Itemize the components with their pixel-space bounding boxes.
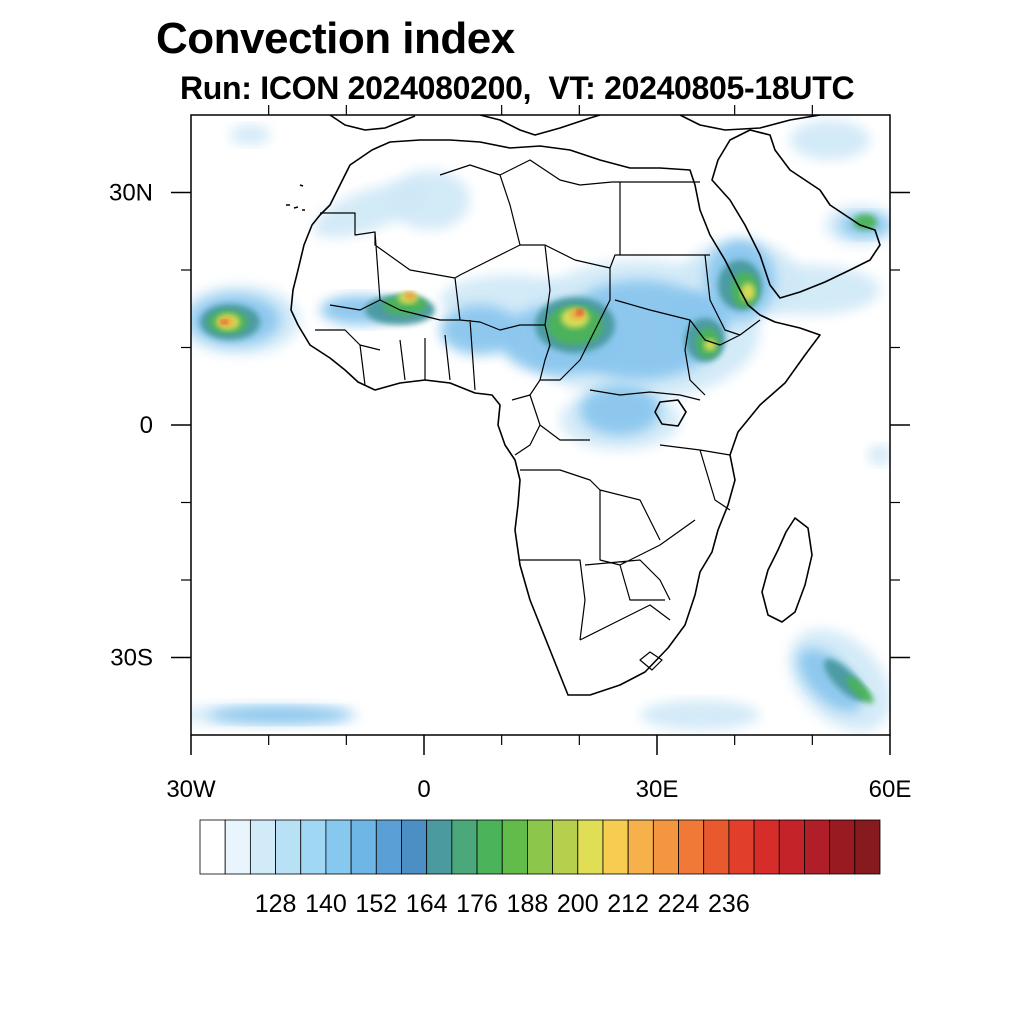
colorbar-label: 224 (658, 890, 700, 918)
colorbar-swatch (703, 819, 730, 875)
lon-tick-label: 60E (869, 776, 912, 803)
colorbar-swatch (325, 819, 352, 875)
convection-cell-light (868, 445, 890, 465)
colorbar-label: 236 (708, 890, 750, 918)
colorbar-swatch (577, 819, 604, 875)
lat-tick-label: 30S (110, 645, 153, 672)
colorbar-swatch (602, 819, 629, 875)
colorbar-swatch (476, 819, 503, 875)
map-axes: 30W 0 30E 60E 30N 0 30S (109, 105, 911, 803)
convection-cell-light (230, 125, 270, 145)
colorbar-label: 176 (456, 890, 498, 918)
europe-coastline (329, 115, 821, 136)
convection-cell-blue (210, 707, 350, 723)
colorbar-swatch (854, 819, 881, 875)
colorbar-swatch (375, 819, 402, 875)
colorbar-swatch (401, 819, 428, 875)
colorbar-swatch (199, 819, 226, 875)
colorbar-swatch (275, 819, 302, 875)
colorbar-swatch (350, 819, 377, 875)
convection-cell-blue (580, 385, 660, 435)
lon-tick-label: 30E (636, 776, 679, 803)
colorbar-label: 164 (406, 890, 448, 918)
convection-cell-orange (405, 292, 415, 300)
country-borders (315, 159, 761, 671)
convection-cell-light (390, 170, 470, 230)
lon-tick-label: 0 (417, 776, 430, 803)
colorbar-label: 128 (255, 890, 297, 918)
arabia-coastline (711, 129, 881, 299)
colorbar-swatch (804, 819, 831, 875)
colorbar: 128 140 152 164 176 188 200 212 224 236 (199, 819, 881, 918)
convection-cell-yellow (741, 283, 755, 301)
colorbar-swatch (753, 819, 780, 875)
page-title: Convection index (156, 14, 515, 63)
lon-tick-label: 30W (166, 776, 216, 803)
convection-cell-light (640, 700, 760, 730)
convection-cell-red (221, 320, 227, 324)
colorbar-swatch (728, 819, 755, 875)
convection-cell-green (846, 676, 874, 704)
madagascar-outline (761, 517, 813, 623)
colorbar-swatch (249, 819, 276, 875)
lake-victoria (654, 399, 687, 427)
lat-tick-label: 0 (140, 412, 153, 439)
colorbar-swatch (224, 819, 251, 875)
colorbar-swatch (426, 819, 453, 875)
colorbar-swatch (652, 819, 679, 875)
convection-cell-blue (798, 648, 862, 712)
colorbar-swatch (451, 819, 478, 875)
convection-cell-green (853, 214, 877, 230)
colorbar-swatch (829, 819, 856, 875)
colorbar-swatch (678, 819, 705, 875)
colorbar-label: 200 (557, 890, 599, 918)
colorbar-swatch (527, 819, 553, 875)
colorbar-label: 140 (305, 890, 347, 918)
colorbar-label: 152 (355, 890, 397, 918)
canary-islands (286, 184, 305, 211)
convection-field (191, 120, 890, 731)
colorbar-label: 212 (607, 890, 649, 918)
colorbar-swatch (552, 819, 579, 875)
colorbar-swatch (627, 819, 654, 875)
colorbar-swatch (778, 819, 805, 875)
colorbar-swatch (501, 819, 528, 875)
page-subtitle: Run: ICON 2024080200, VT: 20240805-18UTC (180, 70, 855, 106)
convection-cell-red (577, 309, 583, 315)
colorbar-swatch (300, 819, 327, 875)
convection-cell-yellow (704, 339, 716, 351)
convection-cell-light (790, 120, 870, 160)
convection-cell-light (740, 265, 880, 315)
colorbar-label: 188 (507, 890, 549, 918)
lat-tick-label: 30N (109, 180, 153, 207)
convection-cell-blue (440, 305, 520, 355)
